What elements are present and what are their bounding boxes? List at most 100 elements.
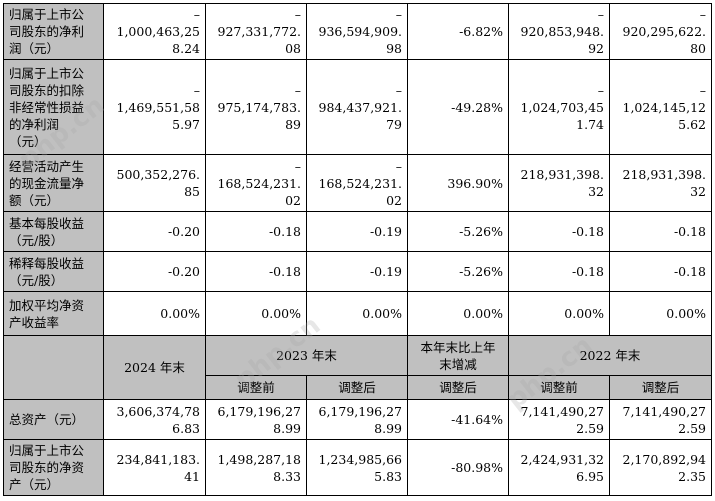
value-line: 920,853,948. [520,24,605,39]
value-cell: -0.18 [609,251,712,292]
value-cell: -0.18 [508,211,610,252]
row-label-line: （元/股） [9,232,64,248]
header-2022: 2022 年末 [508,335,712,376]
value-line: 1.74 [576,116,604,132]
value-cell: – 920,853,948. 92 [508,3,610,60]
value-cell: –168,524,231. 02 [306,154,408,212]
value-line: 98 [386,41,402,56]
value-cell: 0.00% [205,291,307,336]
value-cell: –1,469,551,58 5.97 [103,59,206,155]
value-line: 0.00% [666,306,706,321]
value-line: 8.24 [172,41,200,56]
value-line: – [699,82,706,98]
value-line: -0.18 [571,224,604,239]
value-line: 168,524,231. [318,175,403,191]
table-row: 归属于上市公 司股东的净利 润（元） – 1,000,463,25 8.24 – 927,33… [3,3,712,60]
value-line: 5.62 [678,116,706,132]
value-line: 80 [690,41,706,56]
value-line: 7,141,490,27 [520,403,605,419]
value-line: 32 [690,184,706,199]
value-cell: -80.98% [407,439,509,496]
value-line: 32 [588,184,604,199]
value-line: 8.99 [273,420,301,436]
row-label: 归属于上市公 司股东的扣除 非经常性损益 的净利润 （元） [3,59,104,155]
table-row: 加权平均净资 产收益率 0.00% 0.00% 0.00% 0.00% 0.00% 0.00% [3,291,712,336]
value-line: 79 [386,116,402,132]
row-label-line: 非经常性损益 [9,99,85,115]
value-cell: 7,141,490,27 2.59 [609,399,712,440]
row-label-line: （元/股） [9,272,64,288]
value-line: 92 [588,41,604,56]
row-label-line: （元） [9,133,47,149]
row-label-line: 归属于上市公 [9,65,85,81]
value-line: 2,170,892,94 [622,451,707,467]
value-cell: 0.00% [508,291,610,336]
table-row: 归属于上市公 司股东的扣除 非经常性损益 的净利润 （元） –1,469,551,58 5.… [3,59,712,155]
value-cell: 6,179,196,27 8.99 [306,399,408,440]
value-line: 0.00% [160,306,200,321]
value-cell: – 920,295,622. 80 [609,3,712,60]
value-line: 6.95 [576,468,604,484]
row-label-line: 总资产（元） [9,412,85,427]
value-line: 6,179,196,27 [318,403,403,419]
value-line: -0.18 [571,264,604,279]
value-line: 08 [285,41,301,56]
value-line: 5.83 [374,468,402,484]
value-cell: 7,141,490,27 2.59 [508,399,610,440]
header-change-after: 调整后 [407,375,509,400]
value-line: 1,024,145,12 [622,99,707,115]
value-cell: 0.00% [407,291,509,336]
value-line: -0.18 [268,264,301,279]
row-label-line: 归属于上市公 [9,443,85,458]
header-2023-after: 调整后 [306,375,408,400]
value-line: 500,352,276. [116,167,201,182]
value-cell: 1,498,287,18 8.33 [205,439,307,496]
value-line: – [395,82,402,98]
value-line: 02 [285,192,301,208]
value-cell: –975,174,783. 89 [205,59,307,155]
value-line: 0.00% [362,306,402,321]
table-row: 基本每股收益 （元/股） -0.20 -0.18 -0.19 -5.26% -0.18 -0.… [3,211,712,252]
row-label-line: 经营活动产生 [9,158,85,174]
value-cell: -0.19 [306,211,408,252]
value-cell: -5.26% [407,251,509,292]
value-line: 936,594,909. [318,24,403,39]
value-cell: 218,931,398. 32 [508,154,610,212]
header-2022-after: 调整后 [609,375,712,400]
financial-data-table: 归属于上市公 司股东的净利 润（元） – 1,000,463,25 8.24 – 927,33… [3,3,712,496]
value-line: 89 [285,116,301,132]
value-line: 975,174,783. [217,99,302,115]
value-line: 5.97 [172,116,200,132]
value-cell: 396.90% [407,154,509,212]
value-cell: -0.20 [103,251,206,292]
value-cell: -0.18 [508,251,610,292]
table-period-header: 2024 年末 2023 年末 本年末比上年 末增减 2022 年末 调整前 调… [3,335,712,400]
value-line: – [294,82,301,98]
row-label: 总资产（元） [3,399,104,440]
value-line: 168,524,231. [217,175,302,191]
value-cell: 500,352,276. 85 [103,154,206,212]
row-label-line: 的净利润 [9,116,60,132]
row-label-line: 归属于上市公 [9,7,85,22]
value-line: 920,295,622. [622,24,707,39]
value-cell: -0.18 [205,251,307,292]
header-corner-cell [3,335,104,400]
row-label: 归属于上市公 司股东的净资 产（元） [3,439,104,496]
row-label-line: 额（元） [9,192,60,208]
value-line: -6.82% [459,24,503,39]
value-line: – [597,7,604,22]
row-label-line: 稀释每股收益 [9,255,85,271]
value-line: – [193,7,200,22]
value-cell: -0.20 [103,211,206,252]
value-line: – [193,82,200,98]
value-cell: 2,170,892,94 2.35 [609,439,712,496]
header-2023: 2023 年末 [205,335,408,376]
value-line: 927,331,772. [217,24,302,39]
value-line: 1,000,463,25 [116,24,201,39]
value-cell: – 1,000,463,25 8.24 [103,3,206,60]
value-line: -0.20 [167,264,200,279]
value-line: 8.33 [273,468,301,484]
value-line: -0.20 [167,224,200,239]
value-line: 0.00% [564,306,604,321]
value-line: -80.98% [451,460,503,475]
